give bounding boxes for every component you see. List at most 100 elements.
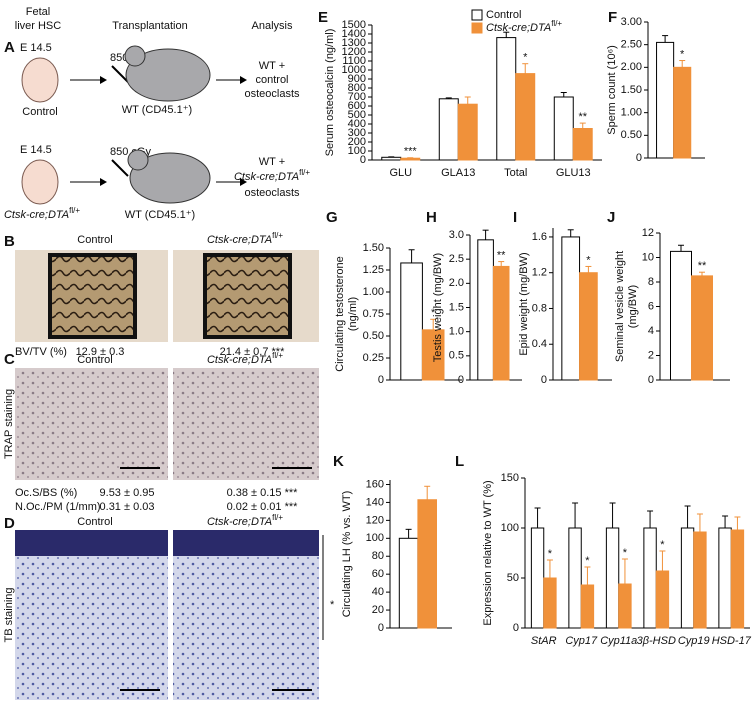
y-axis-label: Epid weight (mg/BW) [518, 252, 530, 355]
label: Transplantation [112, 20, 187, 32]
arrow-head [240, 76, 247, 84]
significance: * [623, 547, 628, 559]
y-tick-label: 2.50 [621, 39, 642, 51]
significance: *** [404, 146, 418, 158]
y-tick-label: 0 [360, 154, 366, 166]
label: osteoclasts [244, 88, 300, 100]
x-tick-label: GLA13 [441, 167, 475, 179]
bar [673, 66, 692, 159]
y-tick-label: 100 [348, 145, 366, 157]
significance: * [585, 555, 590, 567]
label: BV/TV (%) [15, 346, 67, 358]
arrow-head [100, 178, 107, 186]
x-tick-label: HSD-17 [712, 635, 752, 647]
y-axis-label: Testis weight (mg/BW) [432, 253, 444, 362]
x-tick-label: GLU [389, 167, 412, 179]
y-tick-label: 0 [458, 374, 464, 386]
bar [568, 527, 582, 629]
bar [543, 577, 557, 629]
panel-letter: L [455, 453, 464, 470]
y-tick-label: 2.00 [621, 61, 642, 73]
label: TRAP staining [3, 389, 15, 459]
y-tick-label: 4 [648, 325, 654, 337]
bar [496, 37, 517, 161]
legend-label: Ctsk-cre;DTA [486, 22, 551, 34]
bar [643, 527, 657, 629]
label: Ctsk-cre;DTA [207, 354, 272, 366]
y-tick-label: 1.00 [621, 107, 642, 119]
bar [381, 156, 402, 161]
label: Control [22, 106, 57, 118]
panel-letter: J [607, 209, 615, 226]
y-tick-label: 3.00 [621, 16, 642, 28]
y-axis-label: Circulating LH (% vs. WT) [341, 491, 353, 618]
bar [580, 584, 595, 629]
legend-swatch [471, 9, 483, 21]
x-tick-label: Cyp11a [600, 635, 637, 647]
significance: * [586, 254, 591, 266]
y-tick-label: 1100 [342, 55, 366, 67]
y-tick-label: 1000 [342, 64, 366, 76]
y-tick-label: 0.50 [363, 330, 384, 342]
value: 0.38 ± 0.15 *** [227, 487, 299, 499]
y-tick-label: 1500 [342, 19, 366, 31]
label: N.Oc./PM (1/mm) [15, 501, 101, 513]
mouse [129, 152, 211, 204]
histology-image [173, 530, 319, 700]
bar [530, 527, 545, 629]
label: Ctsk-cre;DTA [207, 234, 272, 246]
panel-letter: F [608, 9, 617, 26]
label: Ctsk-cre;DTAfl/+ [4, 206, 80, 221]
y-tick-label: 0.8 [532, 302, 547, 314]
y-tick-label: 0.25 [363, 352, 384, 364]
embryo [21, 159, 59, 205]
arrow [111, 65, 129, 83]
significance: ** [578, 111, 587, 123]
panel-letter: C [4, 351, 15, 368]
y-axis-label: Seminal vesicle weight [614, 251, 626, 362]
y-axis-label: Expression relative to WT (%) [482, 480, 494, 625]
significance: * [523, 52, 528, 64]
y-tick-label: 160 [366, 478, 384, 490]
y-tick-label: 1300 [342, 37, 366, 49]
label: osteoclasts [244, 187, 300, 199]
bar [477, 239, 494, 381]
significance: * [548, 548, 553, 560]
y-tick-label: 3.0 [449, 229, 464, 241]
histology-image [48, 253, 137, 339]
y-axis-label: Serum osteocalcin (ng/ml) [324, 29, 336, 157]
histology-image [15, 530, 168, 700]
label: liver HSC [15, 20, 62, 32]
value: 0.02 ± 0.01 *** [227, 501, 299, 513]
label: WT (CD45.1⁺) [122, 104, 192, 116]
histology-image [173, 530, 319, 556]
label: fl/+ [272, 231, 283, 240]
y-tick-label: 0 [636, 152, 642, 164]
y-tick-label: 0.75 [363, 308, 384, 320]
y-tick-label: 600 [348, 100, 366, 112]
bar [492, 265, 510, 381]
y-tick-label: 50 [507, 572, 519, 584]
y-tick-label: 1.00 [363, 286, 384, 298]
y-tick-label: 6 [648, 300, 654, 312]
y-tick-label: 0 [378, 622, 384, 634]
bar [561, 236, 581, 381]
y-axis-label: (mg/BW) [627, 285, 639, 328]
y-tick-label: 2.5 [449, 253, 464, 265]
significance: * [680, 48, 685, 60]
label: Ctsk-cre;DTA [207, 516, 272, 528]
bar [572, 128, 593, 161]
y-tick-label: 120 [366, 514, 384, 526]
bar [398, 537, 419, 629]
panel-letter: K [333, 453, 344, 470]
legend-label: Control [486, 9, 521, 21]
annotation: * [330, 599, 335, 611]
value: 0.31 ± 0.03 [100, 501, 155, 513]
x-tick-label: GLU13 [556, 167, 591, 179]
label: Oc.S/BS (%) [15, 487, 77, 499]
legend-label: Ctsk-cre;DTAfl/+ [486, 19, 562, 34]
y-tick-label: 140 [366, 496, 384, 508]
label: Fetal [26, 6, 50, 18]
bar [579, 272, 598, 381]
